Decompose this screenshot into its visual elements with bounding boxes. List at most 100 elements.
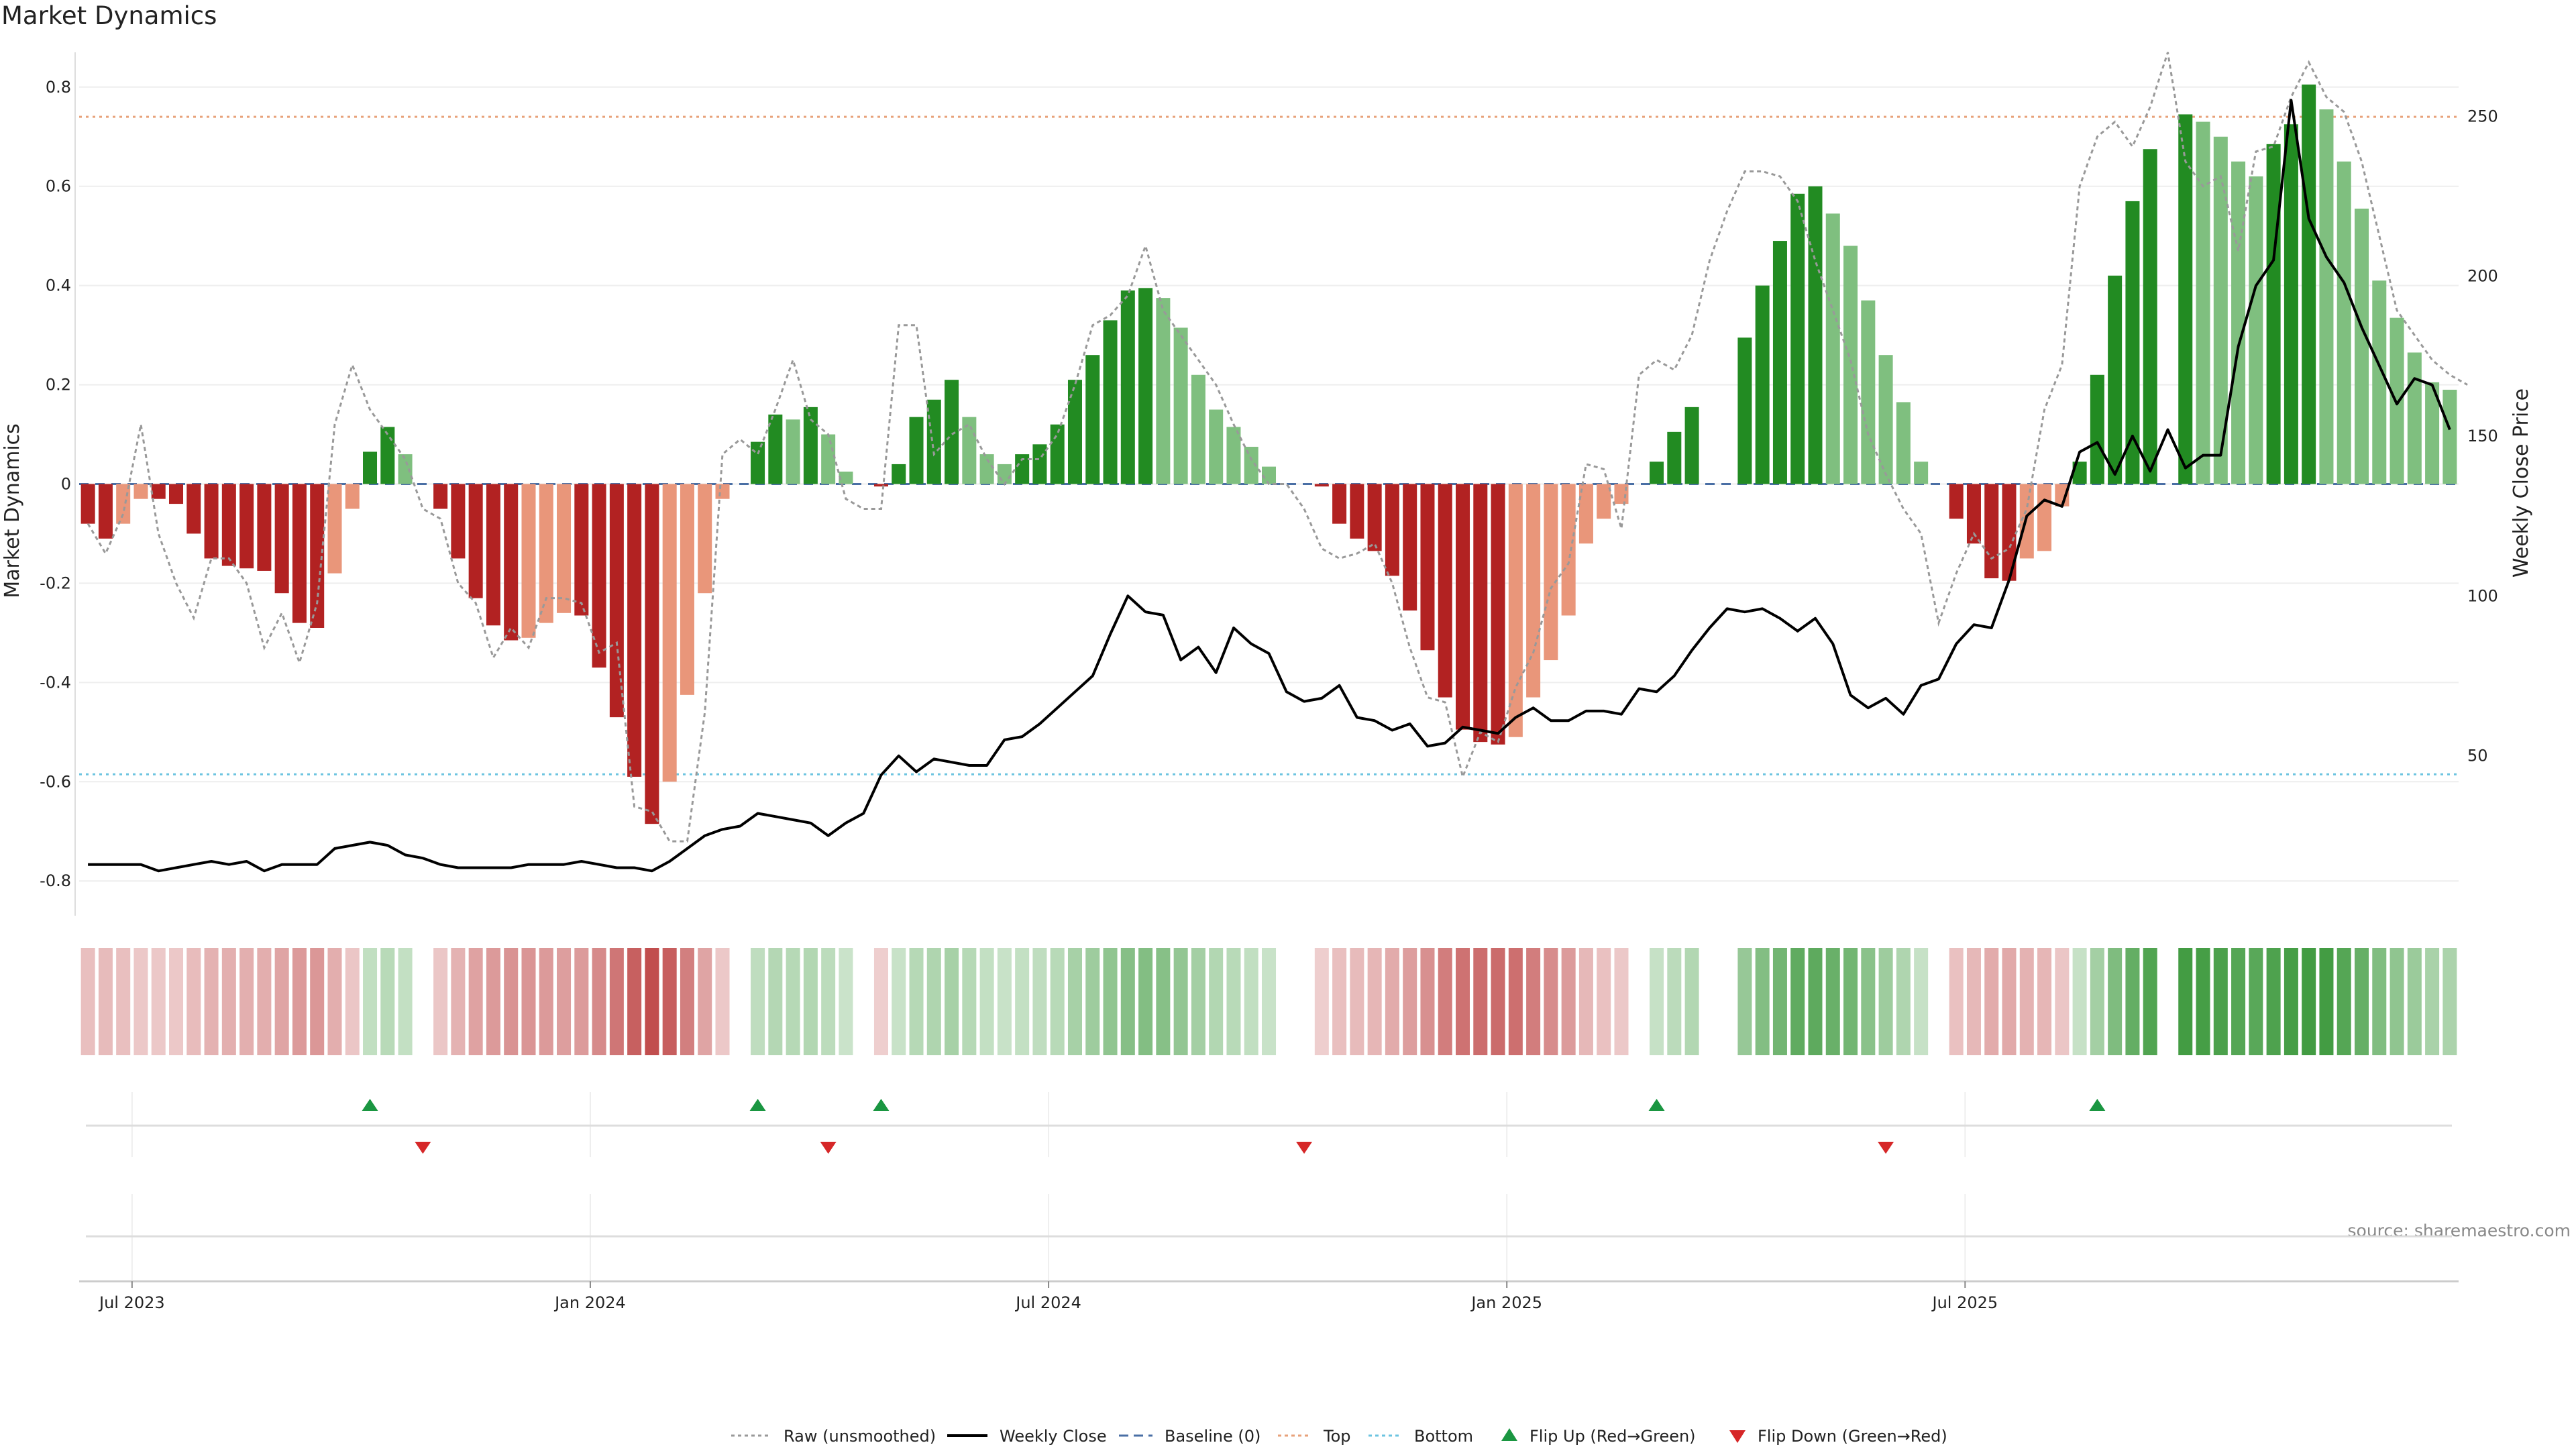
dynamics-bar <box>2143 149 2157 484</box>
legend: Raw (unsmoothed) Weekly Close Baseline (0)… <box>731 1427 1947 1446</box>
strip-cell <box>221 948 236 1055</box>
flip-panel <box>86 1099 2452 1154</box>
legend-label: Flip Up (Red→Green) <box>1529 1427 1696 1446</box>
strip-cell <box>1385 948 1399 1055</box>
strip-cell <box>1684 948 1699 1055</box>
dynamics-bar <box>557 484 572 613</box>
x-axis: Jul 2023 Jan 2024 Jul 2024 Jan 2025 Jul 2025 <box>98 1281 1998 1312</box>
dynamics-bar <box>2196 121 2210 484</box>
dynamics-bar <box>2037 484 2052 551</box>
strip-cell <box>680 948 694 1055</box>
strip-cell <box>1261 948 1277 1055</box>
strip-cell <box>433 948 448 1055</box>
strip-cell <box>698 948 712 1055</box>
strip-cell <box>997 948 1012 1055</box>
strip-cell <box>80 948 95 1055</box>
dynamics-bar <box>645 484 659 824</box>
strip-cell <box>1526 948 1541 1055</box>
dynamics-bar <box>1385 484 1399 576</box>
strip-cell <box>2302 948 2316 1055</box>
legend-label: Top <box>1323 1427 1351 1446</box>
dynamics-bar <box>1825 213 1840 484</box>
dynamics-bar <box>698 484 712 594</box>
strip-cell <box>839 948 853 1055</box>
flip-up-marker <box>873 1099 890 1111</box>
legend-swatch <box>1729 1430 1746 1443</box>
dynamics-bar <box>2019 484 2034 559</box>
dynamics-bar <box>1103 320 1118 484</box>
strip-cell <box>486 948 500 1055</box>
dynamics-bar <box>1032 444 1047 484</box>
strip-cell <box>2319 948 2334 1055</box>
dynamics-bar <box>1597 484 1611 519</box>
dynamics-bar <box>1226 427 1241 484</box>
strip-cell <box>1156 948 1171 1055</box>
dynamics-bar <box>1790 193 1805 484</box>
strip-cell <box>1050 948 1065 1055</box>
dynamics-bar <box>1737 337 1752 484</box>
strip-cell <box>274 948 289 1055</box>
strip-cell <box>873 948 888 1055</box>
strip-cell <box>574 948 589 1055</box>
y2-tick-label: 50 <box>2467 747 2488 765</box>
x-tick-label: Jul 2025 <box>1931 1293 1998 1312</box>
strip-cell <box>1191 948 1205 1055</box>
y2-tick-label: 150 <box>2467 427 2498 445</box>
strip-cell <box>1878 948 1893 1055</box>
dynamics-bar <box>2284 124 2298 484</box>
strip-cell <box>945 948 959 1055</box>
dynamics-bar <box>1755 285 1770 484</box>
dynamics-bar <box>1578 484 1593 544</box>
dynamics-bar <box>592 484 606 668</box>
strip-cell <box>751 948 765 1055</box>
strip-cell <box>1561 948 1576 1055</box>
strip-cell <box>1772 948 1787 1055</box>
strip-cell <box>2425 948 2440 1055</box>
chart-title: Market Dynamics <box>1 1 217 30</box>
strip-cell <box>1491 948 1505 1055</box>
strip-cell <box>1966 948 1981 1055</box>
dynamics-bar <box>1896 402 1911 484</box>
strip-cell <box>768 948 783 1055</box>
strip-cell <box>2443 948 2457 1055</box>
dynamics-bar <box>1772 241 1787 484</box>
dynamics-bar <box>1120 290 1135 484</box>
legend-label: Weekly Close <box>1000 1427 1107 1446</box>
strip-cell <box>2390 948 2404 1055</box>
strip-cell <box>292 948 307 1055</box>
dynamics-bar <box>451 484 466 559</box>
y-tick-label: -0.2 <box>40 574 71 592</box>
dynamics-bar <box>2302 85 2316 484</box>
legend-label: Baseline (0) <box>1165 1427 1260 1446</box>
dynamics-bar <box>1067 380 1082 484</box>
strip-cell <box>962 948 977 1055</box>
dynamics-bar <box>521 484 536 638</box>
dynamics-bar <box>257 484 272 571</box>
strip-cell <box>451 948 466 1055</box>
dynamics-bar <box>2072 462 2087 484</box>
dynamics-bar <box>662 484 677 782</box>
dynamics-bar <box>2337 161 2351 484</box>
dynamics-bar <box>468 484 483 598</box>
legend-item: Flip Up (Red→Green) <box>1501 1427 1696 1446</box>
strip-cell <box>2178 948 2193 1055</box>
legend-label: Bottom <box>1414 1427 1473 1446</box>
strip-cell <box>786 948 800 1055</box>
raw-series <box>87 52 2468 843</box>
legend-swatch <box>1501 1428 1517 1441</box>
y2-tick-label: 200 <box>2467 267 2498 286</box>
strip-cell <box>468 948 483 1055</box>
dynamics-bar <box>2354 208 2369 484</box>
strip-cell <box>662 948 677 1055</box>
dynamics-bar <box>945 380 959 484</box>
dynamics-bar <box>1420 484 1435 651</box>
dynamics-bar <box>609 484 624 718</box>
y2-tick-label: 250 <box>2467 107 2498 125</box>
dynamics-bar <box>1244 447 1258 484</box>
dynamics-bar <box>98 484 113 539</box>
dynamics-bar <box>204 484 219 559</box>
grid-lines <box>74 52 2459 1280</box>
dynamics-bar <box>627 484 642 777</box>
x-tick-label: Jul 2023 <box>98 1293 165 1312</box>
legend-item: Raw (unsmoothed) <box>731 1427 936 1446</box>
